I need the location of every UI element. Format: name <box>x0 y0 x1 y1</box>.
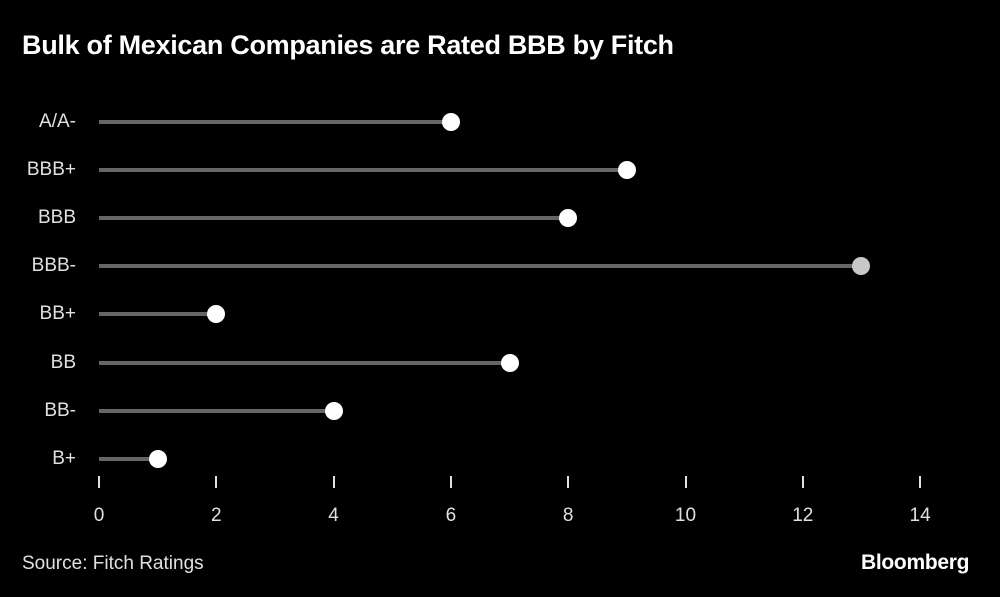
data-point-dot <box>617 161 636 180</box>
x-axis-tick-label: 14 <box>909 505 931 526</box>
data-point-dot <box>559 209 578 228</box>
x-axis-tick <box>684 476 687 488</box>
x-axis-tick-label: 6 <box>445 505 457 526</box>
x-axis-tick <box>215 476 218 488</box>
lollipop-stem <box>99 120 451 124</box>
lollipop-stem <box>99 168 627 173</box>
data-point-dot <box>441 113 460 131</box>
category-label: BBB <box>37 207 76 229</box>
data-point-dot <box>852 257 871 276</box>
x-axis-tick <box>919 476 922 488</box>
lollipop-stem <box>99 360 510 365</box>
lollipop-stem <box>99 312 217 317</box>
category-label: A/A- <box>39 111 76 132</box>
source-note: Source: Fitch Ratings <box>22 553 204 574</box>
lollipop-stem <box>99 408 334 413</box>
lollipop-stem <box>99 216 569 221</box>
data-point-dot <box>207 305 226 324</box>
x-axis-tick-label: 0 <box>93 505 105 526</box>
x-axis-tick <box>332 476 335 488</box>
category-label: BB+ <box>39 303 76 325</box>
category-label: BB <box>50 351 76 373</box>
x-axis-tick-label: 4 <box>328 505 339 526</box>
x-axis-tick-label: 10 <box>674 505 697 526</box>
x-axis-tick-label: 8 <box>562 505 574 526</box>
lollipop-stem <box>99 456 158 461</box>
x-axis-tick-label: 2 <box>211 505 222 526</box>
chart-title: Bulk of Mexican Companies are Rated BBB … <box>22 30 674 60</box>
x-axis-tick <box>567 476 570 488</box>
category-label: B+ <box>52 447 76 469</box>
data-point-dot <box>324 401 343 420</box>
x-axis-tick <box>449 476 452 488</box>
data-point-dot <box>500 353 519 372</box>
lollipop-stem <box>99 264 862 269</box>
category-label: BB- <box>44 399 76 421</box>
data-point-dot <box>148 449 167 468</box>
x-axis-tick <box>801 476 804 488</box>
bloomberg-logo: Bloomberg <box>861 551 970 574</box>
category-label: BBB+ <box>26 159 76 181</box>
category-label: BBB- <box>31 255 76 277</box>
x-axis-tick-label: 12 <box>792 505 814 526</box>
x-axis-tick <box>98 476 100 488</box>
